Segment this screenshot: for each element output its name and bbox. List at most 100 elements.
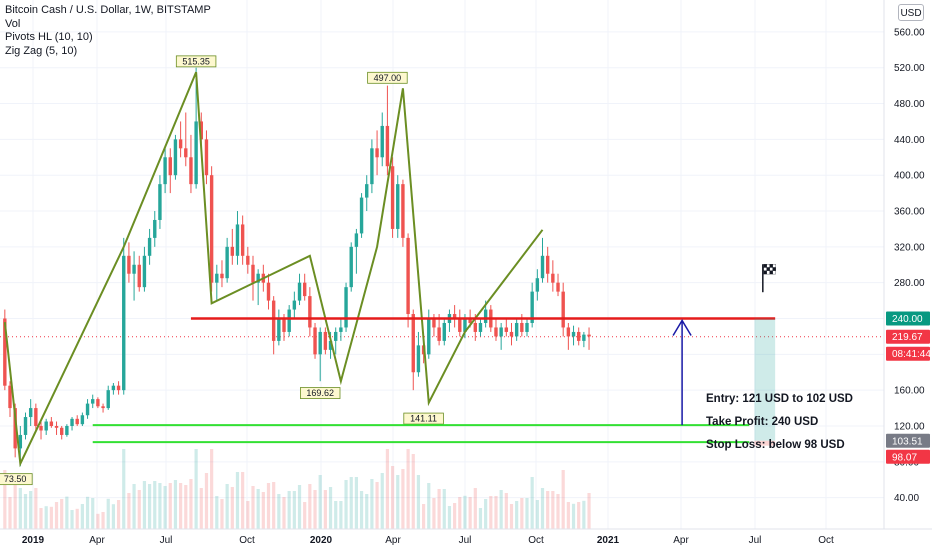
volume-bar: [328, 487, 333, 529]
candle-body: [292, 300, 297, 310]
entry-note: Entry: 121 USD to 102 USD: [706, 393, 853, 405]
candle-body: [80, 415, 85, 425]
time-axis[interactable]: 2019 Apr Jul Oct 2020 Apr Jul Oct 2021 Apr Jul Oct: [22, 535, 834, 546]
candle-body: [127, 255, 131, 274]
price-tick-label: 40.00: [894, 493, 919, 504]
flag-square: [766, 264, 770, 268]
time-tick-label: 2021: [597, 535, 620, 546]
volume-bar: [235, 472, 240, 529]
volume-bar: [323, 490, 327, 529]
volume-bar: [13, 482, 17, 529]
candle-body: [13, 408, 17, 449]
pivots-indicator-label[interactable]: Pivots HL (10, 10): [5, 31, 93, 43]
price-badge: [886, 449, 930, 464]
flag-square: [763, 264, 767, 268]
candle-body: [365, 184, 369, 198]
candle-body: [385, 125, 390, 167]
price-badge-label: 240.00: [892, 314, 923, 325]
price-badge-label: 219.67: [892, 332, 923, 343]
volume-bar: [473, 488, 477, 529]
volume-bar: [272, 482, 276, 529]
flag-square: [769, 267, 773, 271]
volume-bar: [318, 475, 322, 529]
volume-bar: [189, 479, 193, 529]
candle-body: [251, 264, 255, 283]
candle-body: [432, 318, 436, 328]
candle-body: [302, 282, 307, 297]
candle-body: [282, 318, 286, 332]
volume-bar: [111, 504, 115, 529]
candle-body: [111, 385, 116, 391]
candle-body: [545, 255, 550, 274]
volume-bar: [313, 490, 317, 529]
volume-bar: [427, 483, 431, 529]
volume-bar: [44, 506, 48, 529]
candlesticks: [3, 67, 591, 467]
candle-body: [323, 331, 328, 350]
volume-bar: [582, 500, 586, 529]
candle-body: [271, 300, 276, 341]
pivot-label-box: [403, 412, 444, 425]
price-badge: [886, 433, 930, 448]
candle-body: [442, 322, 446, 341]
volume-bar: [127, 493, 131, 529]
volume-bar: [282, 497, 286, 529]
volume-bar: [116, 500, 121, 529]
candle-body: [96, 399, 100, 407]
volume-bar: [65, 496, 69, 529]
flag-square: [763, 267, 767, 271]
candle-body: [499, 327, 503, 337]
vol-indicator-label[interactable]: Vol: [5, 17, 21, 30]
take-profit-note: Take Profit: 240 USD: [706, 416, 819, 428]
currency-button[interactable]: USD: [898, 4, 924, 21]
volume-bar: [370, 479, 374, 529]
volume-bar: [571, 503, 576, 529]
time-tick-label: 2020: [310, 535, 333, 546]
volume-bar: [442, 489, 446, 529]
candle-body: [91, 399, 95, 404]
candle-body: [468, 318, 472, 323]
volume-bar: [416, 475, 421, 529]
volume-bar: [49, 506, 53, 529]
candle-body: [158, 184, 162, 220]
volume-bar: [406, 449, 410, 529]
price-tick-label: 520.00: [894, 63, 925, 74]
volume-bar: [163, 486, 167, 529]
volume-bar: [494, 496, 498, 529]
candle-body: [240, 224, 245, 256]
candle-body: [473, 322, 477, 332]
symbol-title[interactable]: Bitcoin Cash / U.S. Dollar, 1W, BITSTAMP: [5, 4, 211, 16]
axes: [0, 0, 932, 530]
volume-bar: [60, 499, 64, 529]
candle-body: [116, 385, 121, 391]
volume-bar: [432, 498, 436, 529]
candle-body: [122, 255, 126, 391]
flag-square: [772, 267, 776, 271]
volume-bar: [91, 498, 95, 529]
chart-legend: Bitcoin Cash / U.S. Dollar, 1W, BITSTAMP…: [5, 4, 211, 58]
pivot-label-box: [175, 55, 217, 68]
volume-bar: [194, 449, 198, 529]
stop-loss-note: Stop Loss: below 98 USD: [706, 439, 845, 451]
volume-bar: [23, 494, 28, 529]
volume-bar: [85, 496, 90, 529]
volume-bar: [256, 489, 260, 529]
candle-body: [354, 233, 359, 247]
candle-body: [65, 425, 69, 435]
volume-bar: [246, 501, 250, 529]
volume-bar: [220, 499, 224, 529]
time-tick-label: Oct: [239, 535, 255, 546]
price-axis[interactable]: 40.0080.00120.00160.00200.00240.00280.00…: [894, 27, 925, 504]
candle-body: [49, 421, 54, 426]
price-tick-label: 280.00: [894, 278, 925, 289]
candle-body: [277, 318, 281, 341]
candle-body: [54, 425, 59, 428]
volume-bar: [380, 473, 384, 529]
volume-bar: [173, 480, 178, 529]
candle-body: [406, 237, 410, 315]
zigzag-indicator-label[interactable]: Zig Zag (5, 10): [5, 44, 78, 57]
volume-bar: [225, 484, 229, 529]
volume-bar: [29, 491, 33, 529]
candle-body: [530, 291, 534, 323]
